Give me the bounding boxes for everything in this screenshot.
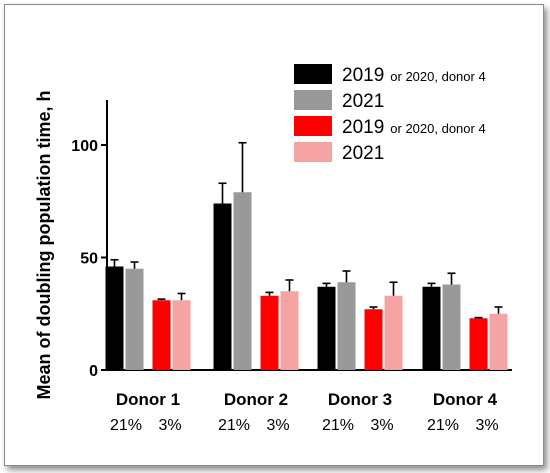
category-label: Donor 4: [433, 390, 498, 409]
y-tick-label: 100: [71, 138, 98, 155]
legend-entry: 2021: [342, 143, 384, 164]
bar: [152, 300, 171, 370]
bar: [105, 266, 124, 370]
category-label: Donor 2: [224, 390, 288, 409]
bar: [364, 309, 383, 370]
category-label: Donor 1: [116, 390, 180, 409]
axis-labels: Donor 1 21% 3% Donor 2 21% 3% Donor 3 21% 3% Dono…: [110, 390, 499, 434]
chart-frame: [4, 4, 544, 466]
legend-swatch: [294, 90, 332, 110]
legend-swatch: [294, 64, 332, 84]
bar: [422, 286, 441, 370]
bar: [233, 192, 252, 370]
y-axis-label: Mean of doubling population time, h: [34, 91, 54, 400]
oxygen-label: 3%: [158, 417, 181, 434]
bar: [172, 300, 191, 370]
bars: [105, 192, 508, 370]
oxygen-label: 3%: [370, 417, 393, 434]
bar: [469, 318, 488, 370]
legend: 2019 or 2020, donor 4 2021 2019 or 2020, don…: [294, 64, 486, 164]
bar: [125, 268, 144, 370]
oxygen-label: 21%: [110, 417, 142, 434]
bar: [317, 286, 336, 370]
bar: [213, 203, 232, 370]
oxygen-label: 3%: [266, 417, 289, 434]
legend-entry: 2019 or 2020, donor 4: [342, 65, 486, 86]
bar: [442, 284, 461, 370]
y-tick-label: 0: [89, 363, 98, 380]
y-tick-label: 50: [80, 251, 98, 268]
bar: [384, 295, 403, 370]
bar: [260, 295, 279, 370]
oxygen-label: 3%: [475, 417, 498, 434]
error-bars: [110, 141, 503, 319]
oxygen-label: 21%: [322, 417, 354, 434]
bar: [280, 291, 299, 370]
legend-entry: 2021: [342, 91, 384, 112]
category-label: Donor 3: [328, 390, 392, 409]
legend-entry: 2019 or 2020, donor 4: [342, 117, 486, 138]
bar: [489, 313, 508, 370]
legend-swatch: [294, 142, 332, 162]
oxygen-label: 21%: [218, 417, 250, 434]
legend-swatch: [294, 116, 332, 136]
oxygen-label: 21%: [427, 417, 459, 434]
bar: [337, 282, 356, 370]
